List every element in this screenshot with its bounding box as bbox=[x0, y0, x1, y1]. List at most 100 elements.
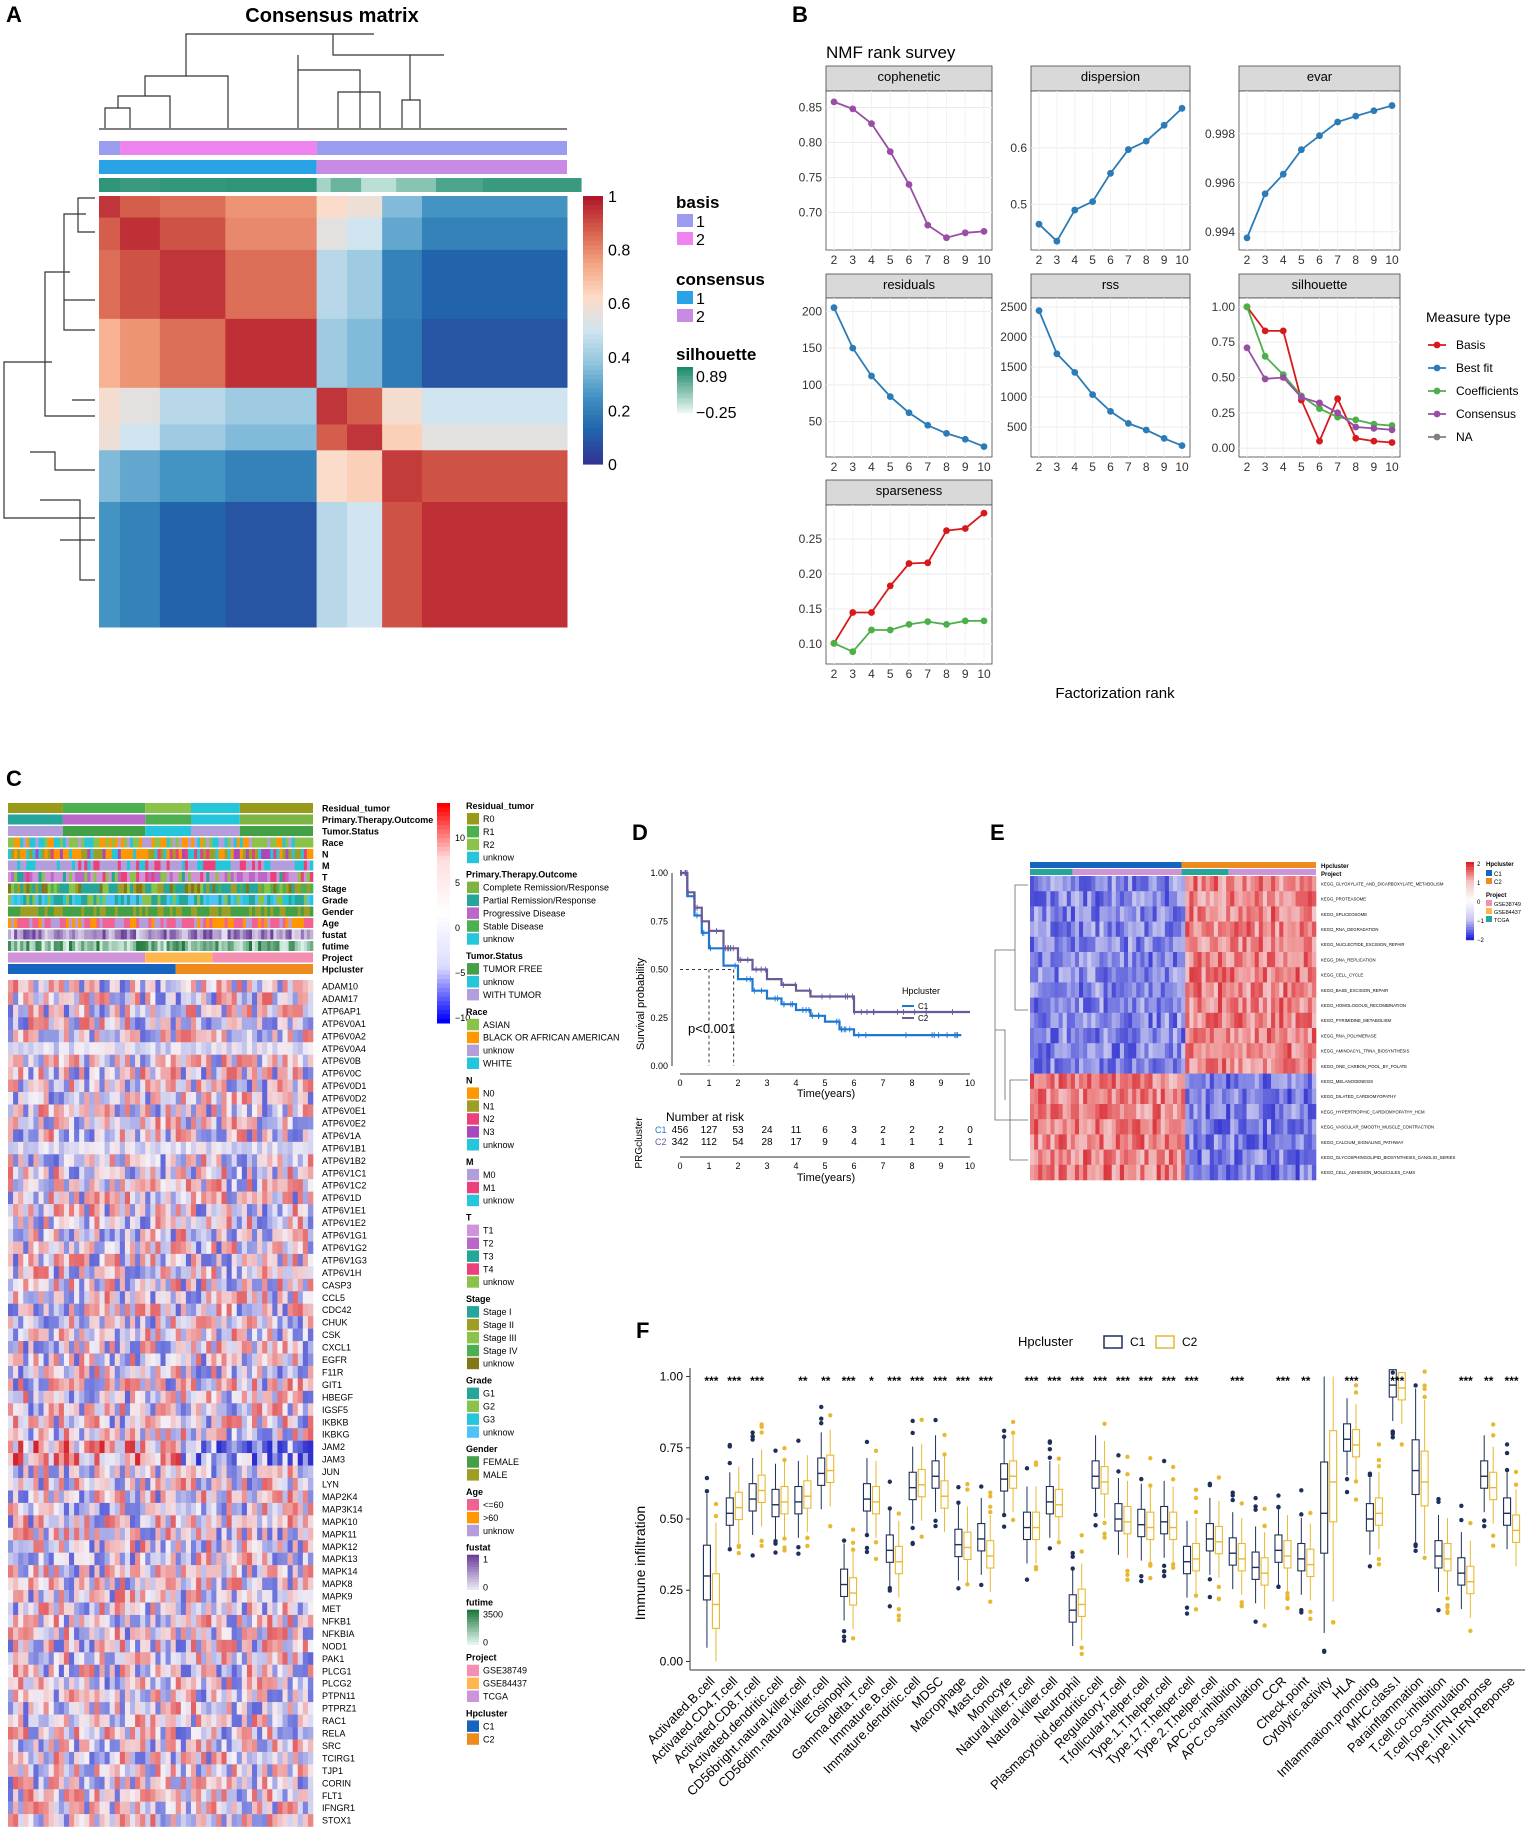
gene-cell bbox=[23, 1116, 29, 1130]
gene-cell bbox=[74, 1677, 80, 1690]
gene-cell bbox=[150, 1179, 156, 1192]
gene-cell bbox=[175, 1577, 182, 1591]
gene-cell bbox=[302, 1378, 309, 1392]
track-cell bbox=[261, 895, 265, 905]
track-cell bbox=[197, 895, 201, 905]
track-cell bbox=[35, 918, 39, 928]
gene-cell bbox=[109, 1042, 116, 1055]
track-cell bbox=[245, 941, 250, 951]
track-cell bbox=[102, 883, 106, 894]
gene-cell bbox=[211, 1328, 217, 1342]
gene-cell bbox=[119, 1191, 126, 1205]
gene-cell bbox=[180, 1664, 187, 1678]
gene-cell bbox=[302, 1390, 309, 1404]
gene-cell bbox=[89, 1390, 95, 1404]
gene-cell bbox=[165, 1054, 171, 1068]
track-cell bbox=[242, 872, 247, 882]
track-cell bbox=[17, 918, 21, 928]
gene-cell bbox=[23, 1229, 29, 1242]
gene-cell bbox=[69, 1092, 75, 1105]
gene-cell bbox=[79, 980, 85, 993]
track-cell bbox=[59, 837, 64, 848]
track-cell bbox=[230, 895, 234, 905]
gene-cell bbox=[175, 1166, 182, 1180]
gene-cell bbox=[63, 980, 70, 993]
gene-cell bbox=[175, 1303, 182, 1317]
gene-cell bbox=[170, 1253, 177, 1267]
gene-cell bbox=[221, 1042, 227, 1055]
gene-cell bbox=[33, 1652, 39, 1665]
gene-cell bbox=[272, 1390, 278, 1404]
gene-cell bbox=[246, 1378, 253, 1392]
gene-cell bbox=[8, 1502, 14, 1516]
gene-cell bbox=[302, 1465, 309, 1479]
gene-cell bbox=[155, 980, 161, 993]
gene-label: ATP6V1B1 bbox=[322, 1143, 366, 1153]
gene-cell bbox=[221, 1614, 227, 1628]
y-tick-label: 0.998 bbox=[1205, 127, 1235, 141]
gene-cell bbox=[236, 1378, 243, 1392]
gene-cell bbox=[33, 1428, 39, 1441]
gene-cell bbox=[140, 1116, 146, 1130]
gene-cell bbox=[196, 1627, 202, 1641]
gene-cell bbox=[160, 992, 166, 1006]
gene-cell bbox=[79, 1677, 85, 1690]
gene-cell bbox=[58, 1017, 65, 1030]
gene-cell bbox=[18, 1204, 24, 1217]
gene-cell bbox=[69, 1328, 75, 1342]
gene-cell bbox=[84, 1540, 90, 1553]
gene-cell bbox=[236, 1390, 243, 1404]
track-cell bbox=[93, 906, 97, 917]
gene-cell bbox=[272, 1166, 278, 1180]
track-cell bbox=[300, 837, 305, 848]
track-cell bbox=[270, 918, 274, 928]
gene-cell bbox=[140, 1577, 146, 1591]
gene-cell bbox=[272, 1029, 278, 1043]
x-tick-label: 4 bbox=[868, 460, 875, 474]
gene-cell bbox=[84, 1453, 90, 1466]
gene-cell bbox=[175, 980, 182, 993]
gene-cell bbox=[23, 1303, 29, 1317]
series-point bbox=[980, 617, 988, 625]
gene-cell bbox=[74, 1054, 80, 1068]
gene-cell bbox=[84, 1166, 90, 1180]
gene-cell bbox=[180, 1278, 187, 1292]
gene-cell bbox=[170, 1428, 177, 1441]
gene-cell bbox=[252, 1415, 258, 1429]
gene-cell bbox=[8, 1229, 14, 1242]
gene-cell bbox=[211, 1490, 217, 1504]
track-cell bbox=[233, 872, 238, 882]
gene-cell bbox=[252, 1453, 258, 1466]
gene-cell bbox=[8, 1204, 14, 1217]
gene-cell bbox=[297, 1502, 304, 1516]
track-cell bbox=[56, 872, 61, 882]
gene-cell bbox=[267, 1054, 273, 1068]
track-cell bbox=[145, 941, 149, 951]
gene-cell bbox=[84, 1017, 90, 1030]
gene-label: CXCL1 bbox=[322, 1343, 351, 1353]
gene-cell bbox=[211, 1627, 217, 1641]
gene-cell bbox=[267, 1303, 273, 1317]
track-cell bbox=[285, 849, 289, 859]
gene-cell bbox=[170, 992, 177, 1006]
gene-cell bbox=[165, 1278, 171, 1292]
track-cell bbox=[133, 895, 137, 905]
track-cell bbox=[87, 906, 91, 917]
track-cell bbox=[50, 883, 55, 894]
gene-cell bbox=[241, 1552, 248, 1566]
consensus-legend-item-1: 1 bbox=[696, 291, 705, 308]
gene-cell bbox=[267, 1390, 273, 1404]
gene-cell bbox=[307, 1614, 314, 1628]
gene-cell bbox=[302, 1116, 309, 1130]
gene-cell bbox=[94, 1365, 100, 1379]
gene-cell bbox=[272, 1116, 278, 1130]
gene-cell bbox=[165, 1677, 171, 1690]
gene-cell bbox=[262, 1415, 268, 1429]
track-cell bbox=[8, 860, 12, 871]
gene-cell bbox=[99, 1428, 105, 1441]
gene-cell bbox=[175, 1639, 182, 1653]
gene-cell bbox=[175, 1515, 182, 1528]
gene-cell bbox=[18, 1291, 24, 1304]
series-point bbox=[1334, 395, 1342, 403]
gene-cell bbox=[43, 1627, 49, 1641]
